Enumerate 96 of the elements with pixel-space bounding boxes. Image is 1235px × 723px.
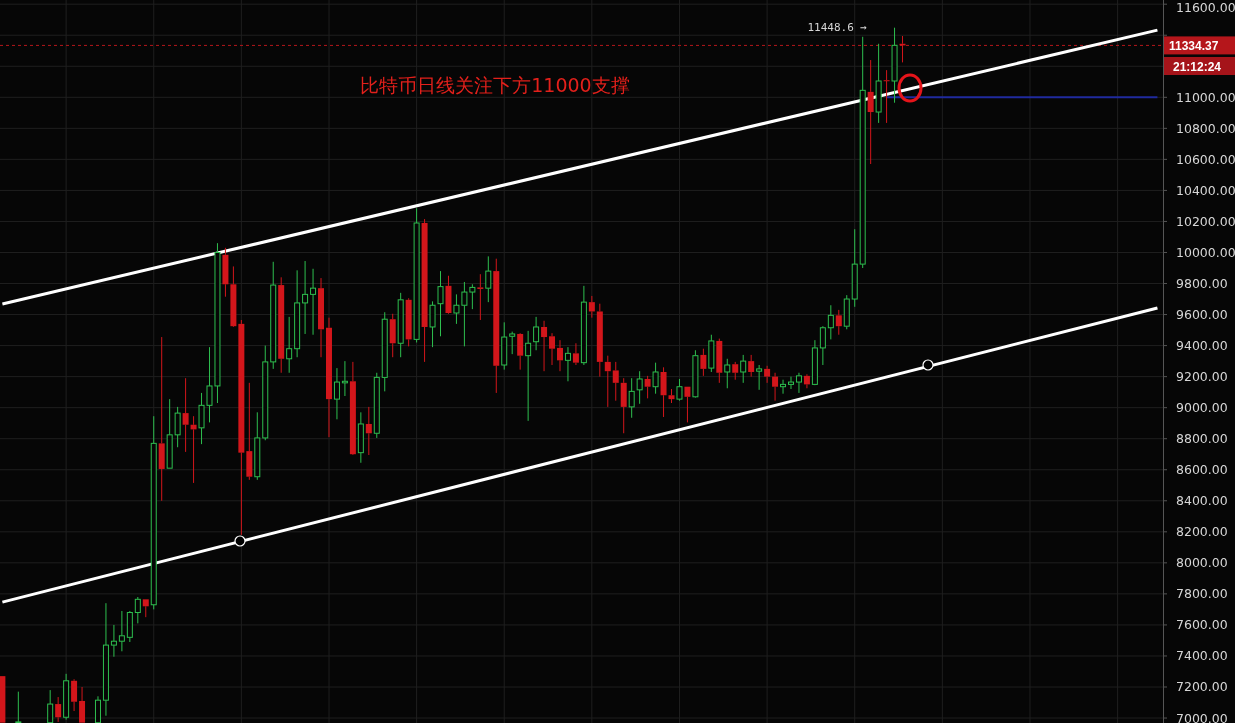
candlestick	[875, 43, 882, 124]
candlestick	[668, 388, 675, 404]
y-tick-label: 7400.00	[1176, 648, 1228, 664]
candlestick	[477, 273, 484, 321]
candlestick	[333, 367, 340, 420]
candlestick	[421, 218, 428, 363]
candlestick	[110, 624, 117, 658]
candlestick	[349, 361, 356, 455]
y-tick-label: 7600.00	[1176, 617, 1228, 633]
y-tick-label: 9200.00	[1176, 369, 1228, 385]
candlestick	[795, 372, 802, 394]
candlestick	[158, 336, 165, 502]
candlestick	[692, 349, 699, 398]
y-tick-label: 7200.00	[1176, 679, 1228, 695]
candlestick	[716, 338, 723, 384]
y-tick-label: 8400.00	[1176, 493, 1228, 509]
candlestick	[549, 332, 556, 366]
candlestick	[620, 377, 627, 434]
candlestick	[564, 346, 571, 382]
candlestick	[118, 610, 125, 652]
candlestick	[278, 276, 285, 374]
candlestick	[134, 596, 141, 624]
candlestick	[660, 366, 667, 418]
candlestick	[294, 269, 301, 358]
candlestick	[756, 364, 763, 391]
candlestick	[748, 354, 755, 378]
y-tick-label: 7800.00	[1176, 586, 1228, 602]
y-tick-label: 8200.00	[1176, 524, 1228, 540]
candlestick	[55, 696, 62, 723]
candlestick	[628, 377, 635, 419]
candlestick	[604, 355, 611, 408]
text: 21:12:24	[1173, 59, 1222, 74]
candlestick	[63, 673, 70, 721]
candlestick	[588, 295, 595, 319]
candlestick	[517, 333, 524, 371]
y-tick-label: 9800.00	[1176, 276, 1228, 292]
y-tick-label: 10000.00	[1176, 244, 1235, 260]
y-tick-label: 9000.00	[1176, 400, 1228, 416]
candlestick	[485, 255, 492, 303]
candlestick	[764, 365, 771, 384]
candlestick	[325, 317, 332, 438]
ref-line-label: 11334.37	[1169, 38, 1219, 53]
candlestick	[772, 372, 779, 402]
y-tick-label: 8800.00	[1176, 431, 1228, 447]
y-tick-label: 10400.00	[1176, 182, 1235, 198]
y-tick-label: 7000.00	[1176, 710, 1228, 723]
candlestick	[238, 319, 245, 536]
candlestick	[310, 268, 317, 336]
candlestick	[572, 342, 579, 366]
candlestick	[644, 375, 651, 399]
candlestick	[102, 602, 109, 717]
candlestick	[246, 382, 253, 481]
candlestick	[493, 258, 500, 394]
candlestick	[867, 59, 874, 165]
candlestick	[445, 275, 452, 314]
candlestick	[318, 277, 325, 358]
candlestick	[541, 320, 548, 372]
candlestick	[437, 270, 444, 337]
candlestick	[230, 265, 237, 327]
annotation: 11448.6 →	[807, 21, 868, 34]
candlestick	[556, 339, 563, 372]
y-tick-label: 9400.00	[1176, 338, 1228, 354]
candlestick	[357, 411, 364, 464]
candlestick	[286, 316, 293, 374]
y-tick-label: 8000.00	[1176, 555, 1228, 571]
candlestick	[182, 377, 189, 453]
candlestick	[389, 313, 396, 358]
candlestick	[302, 260, 309, 335]
candlestick	[525, 330, 532, 422]
candlestick	[254, 411, 261, 481]
candlestick	[835, 309, 842, 336]
candlestick	[827, 304, 834, 340]
candlestick	[405, 297, 412, 347]
y-tick-label: 11600.00	[1176, 0, 1235, 15]
candlestick	[788, 376, 794, 390]
text: 比特币日线关注下方11000支撑	[360, 74, 630, 96]
candlestick	[533, 316, 540, 351]
candlestick	[780, 379, 787, 395]
candlestick	[883, 69, 890, 124]
candlestick	[381, 311, 388, 392]
candlestick	[222, 247, 229, 298]
y-tick-label: 11000.00	[1176, 89, 1235, 105]
y-tick-label: 10200.00	[1176, 213, 1235, 229]
candlestick	[819, 325, 826, 366]
y-tick-label: 10600.00	[1176, 151, 1235, 167]
candlestick	[365, 406, 372, 456]
candlestick	[71, 678, 78, 712]
y-tick-label: 10800.00	[1176, 120, 1235, 136]
candlestick	[429, 300, 436, 348]
candlestick	[700, 348, 707, 377]
candlestick	[803, 373, 810, 389]
y-tick-label: 8600.00	[1176, 462, 1228, 478]
y-tick-label: 9600.00	[1176, 307, 1228, 323]
candlestick	[732, 361, 739, 381]
candlestick	[891, 27, 898, 104]
candlestick	[580, 285, 587, 366]
